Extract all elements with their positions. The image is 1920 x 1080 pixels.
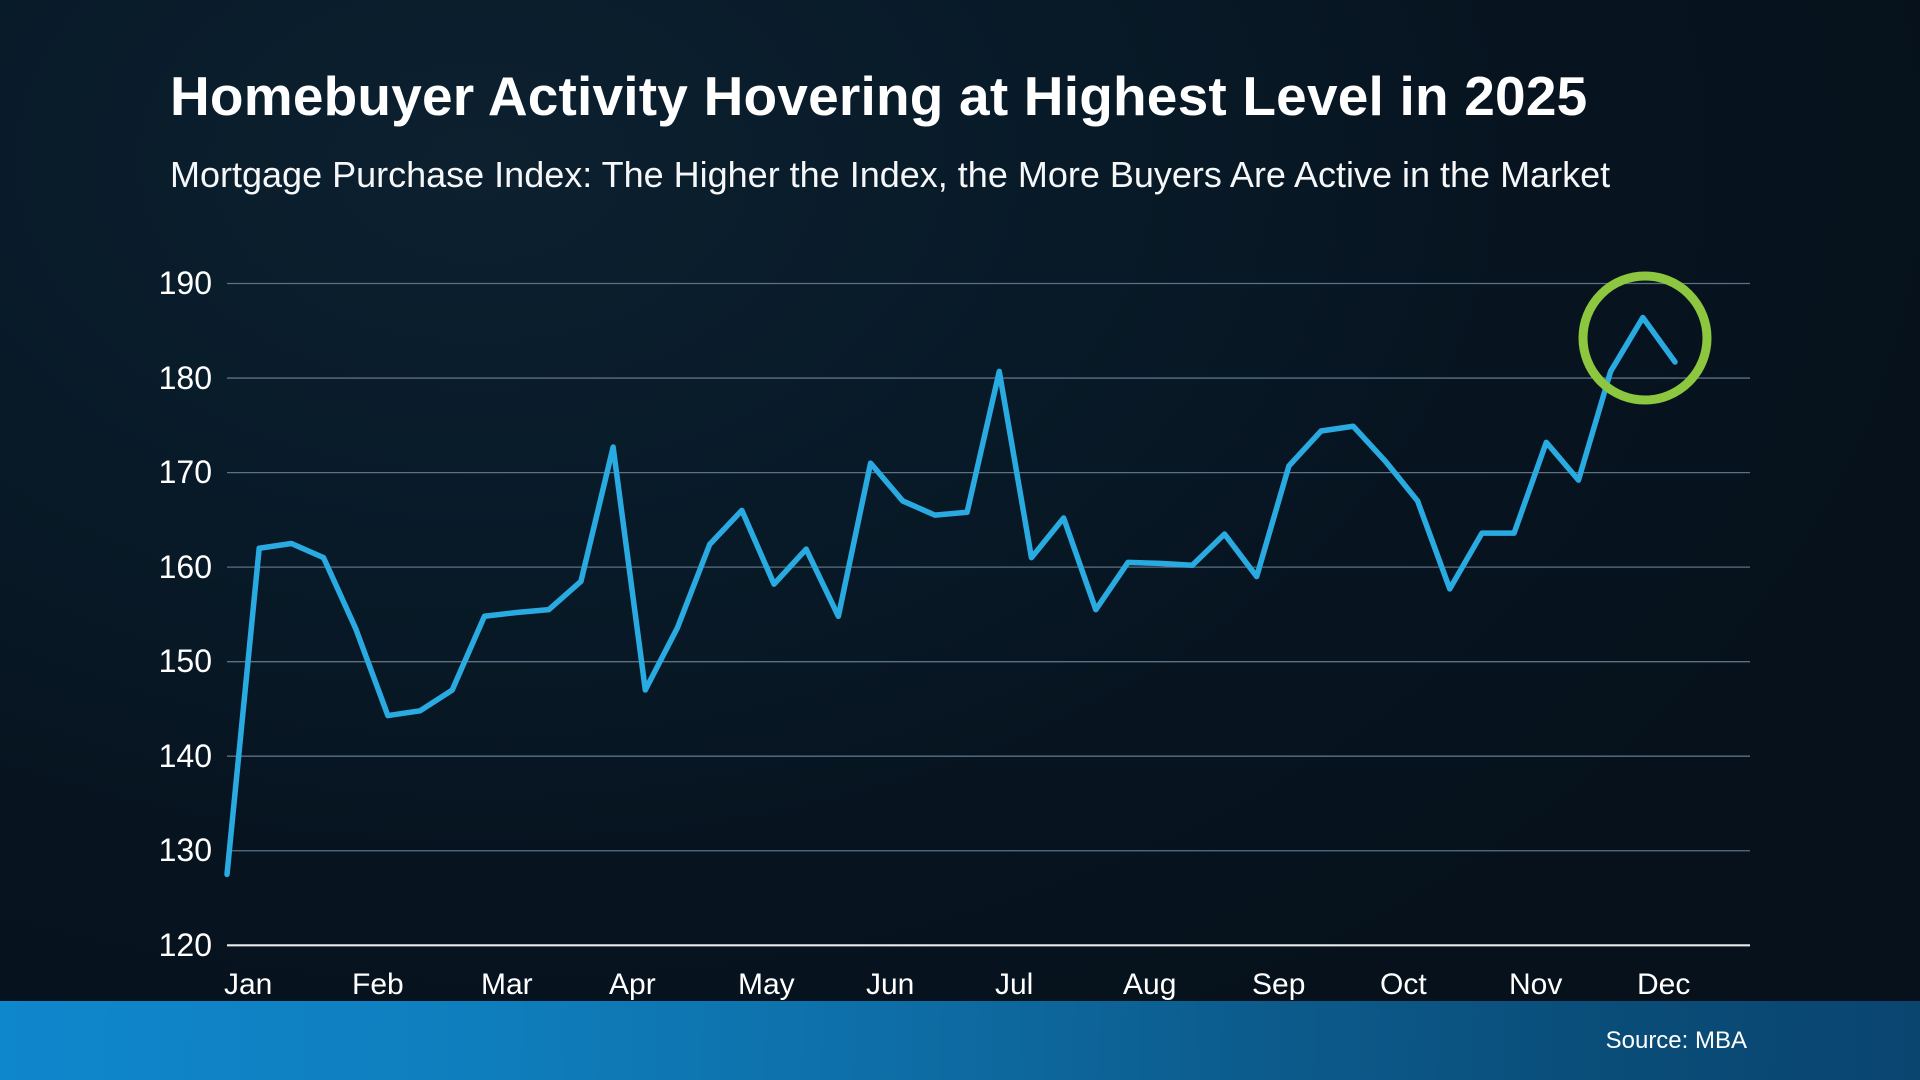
svg-text:Jul: Jul	[995, 968, 1033, 1001]
svg-text:180: 180	[159, 360, 212, 396]
svg-text:Mar: Mar	[481, 968, 533, 1001]
svg-text:Jan: Jan	[224, 968, 272, 1001]
svg-text:160: 160	[159, 549, 212, 585]
svg-text:190: 190	[159, 265, 212, 301]
svg-text:Sep: Sep	[1252, 968, 1305, 1001]
svg-text:Oct: Oct	[1380, 968, 1427, 1001]
svg-text:Aug: Aug	[1123, 968, 1176, 1001]
svg-text:150: 150	[159, 643, 212, 679]
svg-text:140: 140	[159, 738, 212, 774]
svg-text:Nov: Nov	[1509, 968, 1562, 1001]
svg-text:May: May	[738, 968, 795, 1001]
svg-text:Apr: Apr	[609, 968, 656, 1001]
svg-text:170: 170	[159, 454, 212, 490]
svg-text:Jun: Jun	[866, 968, 914, 1001]
svg-text:130: 130	[159, 832, 212, 868]
svg-text:Feb: Feb	[352, 968, 404, 1001]
svg-text:120: 120	[159, 927, 212, 963]
svg-text:Dec: Dec	[1637, 968, 1690, 1001]
